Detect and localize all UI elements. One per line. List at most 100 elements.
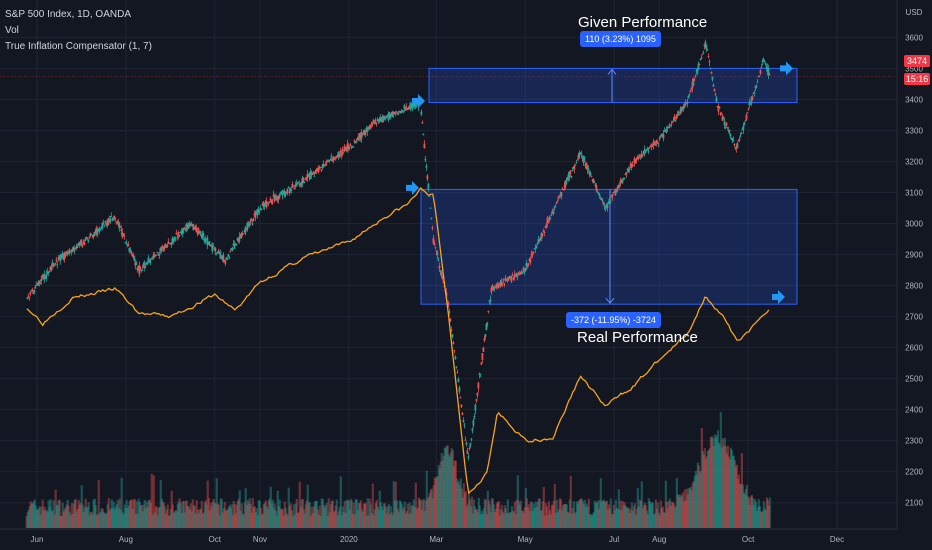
candle-body[interactable] xyxy=(295,184,298,187)
candle-body[interactable] xyxy=(297,182,300,184)
candle-body[interactable] xyxy=(511,274,514,276)
candle-body[interactable] xyxy=(583,157,586,162)
candle-body[interactable] xyxy=(224,260,227,264)
candle-body[interactable] xyxy=(344,147,347,150)
candle-body[interactable] xyxy=(230,248,233,250)
candle-body[interactable] xyxy=(262,201,265,206)
candle-body[interactable] xyxy=(535,246,538,248)
candle-body[interactable] xyxy=(126,244,129,246)
candle-body[interactable] xyxy=(210,245,213,247)
candle-body[interactable] xyxy=(395,111,398,113)
candle-body[interactable] xyxy=(606,205,609,209)
candle-body[interactable] xyxy=(64,253,67,257)
candle-body[interactable] xyxy=(627,169,630,173)
candle-body[interactable] xyxy=(455,366,458,368)
candle-body[interactable] xyxy=(683,106,686,108)
candle-body[interactable] xyxy=(538,239,541,242)
candle-body[interactable] xyxy=(95,228,98,234)
candle-body[interactable] xyxy=(414,101,417,107)
candle-body[interactable] xyxy=(602,201,605,205)
candle-body[interactable] xyxy=(379,117,382,121)
candle-body[interactable] xyxy=(510,276,513,282)
candle-body[interactable] xyxy=(170,242,173,245)
candle-body[interactable] xyxy=(321,165,324,169)
candle-body[interactable] xyxy=(396,113,399,115)
candle-body[interactable] xyxy=(198,231,201,233)
candle-body[interactable] xyxy=(749,102,752,104)
candle-body[interactable] xyxy=(692,79,695,86)
candle-body[interactable] xyxy=(719,113,722,115)
candle-body[interactable] xyxy=(671,121,674,123)
candle-body[interactable] xyxy=(259,208,262,210)
candle-body[interactable] xyxy=(380,119,383,122)
candle-body[interactable] xyxy=(241,233,244,235)
candle-body[interactable] xyxy=(216,252,219,254)
candle-body[interactable] xyxy=(200,235,203,237)
candle-body[interactable] xyxy=(332,156,335,161)
candle-body[interactable] xyxy=(767,68,770,76)
candle-body[interactable] xyxy=(288,191,291,193)
candle-body[interactable] xyxy=(439,270,442,273)
candle-body[interactable] xyxy=(552,210,555,215)
candle-body[interactable] xyxy=(253,213,256,216)
candle-body[interactable] xyxy=(236,238,239,240)
candle-body[interactable] xyxy=(746,112,749,114)
candle-body[interactable] xyxy=(437,259,440,261)
candle-body[interactable] xyxy=(609,200,612,204)
candle-body[interactable] xyxy=(109,218,112,223)
candle-body[interactable] xyxy=(512,277,515,280)
candle-body[interactable] xyxy=(28,297,31,299)
candle-body[interactable] xyxy=(617,186,620,188)
candle-body[interactable] xyxy=(708,61,711,63)
candle-body[interactable] xyxy=(650,145,653,147)
candle-body[interactable] xyxy=(672,120,675,122)
candle-body[interactable] xyxy=(137,267,140,271)
candle-body[interactable] xyxy=(540,233,543,240)
candle-body[interactable] xyxy=(766,67,769,73)
candle-body[interactable] xyxy=(128,247,131,252)
candle-body[interactable] xyxy=(184,228,187,230)
candle-body[interactable] xyxy=(77,243,80,246)
candle-body[interactable] xyxy=(516,275,519,277)
candle-body[interactable] xyxy=(153,254,156,258)
symbol-legend[interactable]: S&P 500 Index, 1D, OANDA xyxy=(5,9,131,20)
candle-body[interactable] xyxy=(335,155,338,158)
candle-body[interactable] xyxy=(372,119,375,121)
candle-body[interactable] xyxy=(620,179,623,182)
candle-body[interactable] xyxy=(356,138,359,141)
candle-body[interactable] xyxy=(246,223,249,230)
candle-body[interactable] xyxy=(545,224,548,227)
candle-body[interactable] xyxy=(167,241,170,243)
candle-body[interactable] xyxy=(641,154,644,157)
real-performance-badge[interactable]: -372 (-11.95%) -3724 xyxy=(566,312,661,328)
candle-body[interactable] xyxy=(119,226,122,228)
candle-body[interactable] xyxy=(425,165,428,168)
candle-body[interactable] xyxy=(608,198,611,204)
candle-body[interactable] xyxy=(125,241,128,243)
candle-body[interactable] xyxy=(643,149,646,155)
candle-body[interactable] xyxy=(698,63,701,65)
candle-body[interactable] xyxy=(712,84,715,87)
candle-body[interactable] xyxy=(217,251,220,253)
candle-body[interactable] xyxy=(680,107,683,113)
candle-body[interactable] xyxy=(480,362,483,365)
candle-body[interactable] xyxy=(561,188,564,190)
candle-body[interactable] xyxy=(662,134,665,139)
candle-body[interactable] xyxy=(257,208,260,213)
candle-body[interactable] xyxy=(532,251,535,254)
candle-body[interactable] xyxy=(591,179,594,181)
candle-body[interactable] xyxy=(333,158,336,160)
candle-body[interactable] xyxy=(653,141,656,145)
candle-body[interactable] xyxy=(706,49,709,51)
candle-body[interactable] xyxy=(390,113,393,117)
candle-body[interactable] xyxy=(99,228,102,231)
candle-body[interactable] xyxy=(57,258,60,260)
candle-body[interactable] xyxy=(713,88,716,91)
candle-body[interactable] xyxy=(240,233,243,239)
candle-body[interactable] xyxy=(382,115,385,122)
candle-body[interactable] xyxy=(121,232,124,238)
candle-body[interactable] xyxy=(212,245,215,248)
candle-body[interactable] xyxy=(457,378,460,383)
candle-body[interactable] xyxy=(329,159,332,161)
candle-body[interactable] xyxy=(705,44,708,50)
